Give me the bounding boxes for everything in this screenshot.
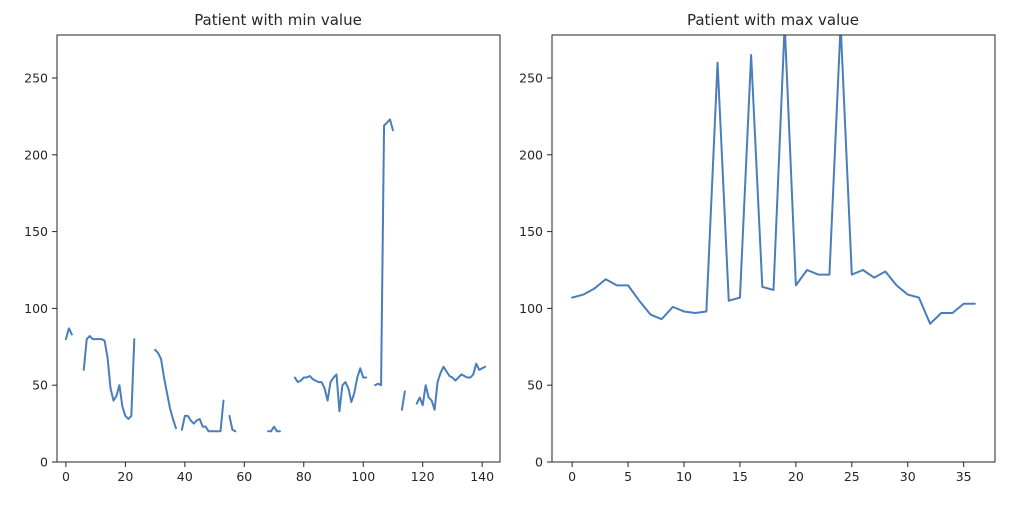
right-chart-ytick-label: 100	[519, 301, 543, 316]
right-chart-plot	[571, 35, 976, 325]
left-chart-series-line	[64, 327, 73, 341]
left-chart-xtick-label: 140	[470, 469, 494, 484]
left-chart-ytick-label: 200	[24, 147, 48, 162]
left-chart-panel: Patient with min value 0 20 40 60 80 100 120 14…	[24, 11, 501, 484]
left-chart-xtick-label: 80	[296, 469, 312, 484]
right-chart-xtick-label: 25	[844, 469, 860, 484]
left-chart-series-line	[180, 399, 225, 433]
right-chart-series-line	[571, 35, 976, 325]
left-chart-ticks: 0 20 40 60 80 100 120 140 0 50 100 150 200 250	[24, 71, 494, 484]
right-chart-title: Patient with max value	[687, 11, 859, 29]
right-chart-xtick-label: 30	[900, 469, 916, 484]
right-chart-ytick-label: 200	[519, 147, 543, 162]
left-chart-series-line	[267, 425, 281, 433]
left-chart-xtick-label: 100	[351, 469, 375, 484]
right-chart-frame	[551, 34, 996, 463]
left-chart-ytick-label: 0	[40, 455, 48, 470]
left-chart-frame	[56, 34, 501, 463]
right-chart-xtick-label: 0	[568, 469, 576, 484]
left-chart-xtick-label: 60	[236, 469, 252, 484]
right-chart-ytick-label: 0	[535, 455, 543, 470]
left-chart-series-line	[374, 118, 394, 387]
right-chart-xtick-label: 15	[732, 469, 748, 484]
left-chart-series-line	[400, 390, 406, 411]
right-chart-ytick-label: 250	[519, 71, 543, 86]
right-chart-ytick-label: 50	[527, 378, 543, 393]
left-chart-xtick-label: 0	[62, 469, 70, 484]
left-chart-ytick-label: 150	[24, 224, 48, 239]
left-chart-series-line	[415, 362, 487, 411]
left-chart-series-line	[293, 367, 368, 413]
right-chart-ytick-label: 150	[519, 224, 543, 239]
left-chart-ytick-label: 100	[24, 301, 48, 316]
left-chart-series-line	[228, 414, 237, 433]
right-chart-xtick-label: 10	[676, 469, 692, 484]
right-chart-xtick-label: 35	[956, 469, 972, 484]
left-chart-xtick-label: 40	[177, 469, 193, 484]
right-chart-xtick-label: 5	[624, 469, 632, 484]
right-chart-panel: Patient with max value 0 5 10 15 20 25 30 35 0 50…	[519, 11, 996, 484]
left-chart-xtick-label: 120	[411, 469, 435, 484]
right-chart-xtick-label: 20	[788, 469, 804, 484]
left-chart-ytick-label: 250	[24, 71, 48, 86]
left-chart-xtick-label: 20	[117, 469, 133, 484]
left-chart-plot	[64, 118, 487, 433]
left-chart-series-line	[154, 348, 177, 430]
left-chart-series-line	[82, 335, 136, 420]
left-chart-title: Patient with min value	[194, 11, 362, 29]
left-chart-ytick-label: 50	[32, 378, 48, 393]
right-chart-ticks: 0 5 10 15 20 25 30 35 0 50 100 150 200 250	[519, 71, 971, 484]
